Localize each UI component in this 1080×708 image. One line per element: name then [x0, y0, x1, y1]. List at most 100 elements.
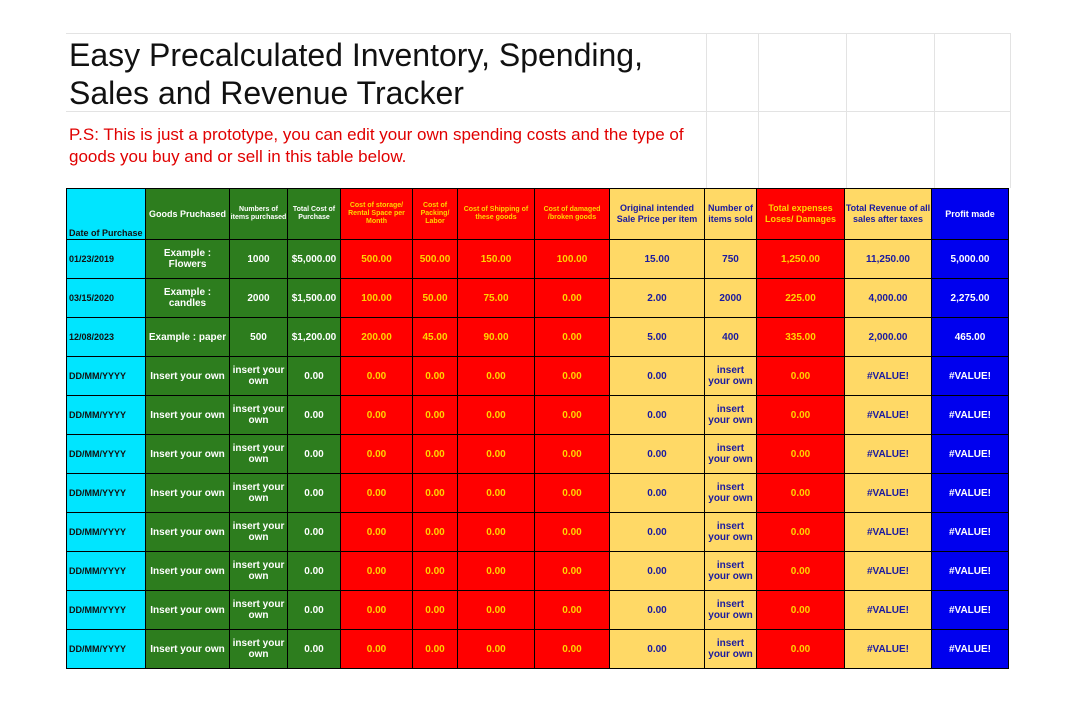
cell-total-expenses[interactable]: 0.00: [756, 473, 845, 513]
cell-total-expenses[interactable]: 1,250.00: [756, 239, 845, 279]
cell-shipping-cost[interactable]: 0.00: [457, 434, 535, 474]
cell-storage-cost[interactable]: 0.00: [340, 473, 413, 513]
cell-items-purchased[interactable]: insert your own: [229, 629, 288, 669]
cell-storage-cost[interactable]: 0.00: [340, 512, 413, 552]
cell-profit-made[interactable]: #VALUE!: [931, 590, 1009, 630]
cell-damaged-cost[interactable]: 0.00: [534, 278, 610, 318]
cell-profit-made[interactable]: 2,275.00: [931, 278, 1009, 318]
cell-items-sold[interactable]: insert your own: [704, 434, 757, 474]
cell-total-expenses[interactable]: 0.00: [756, 512, 845, 552]
cell-packing-cost[interactable]: 0.00: [412, 629, 458, 669]
cell-sale-price[interactable]: 0.00: [609, 590, 705, 630]
cell-damaged-cost[interactable]: 0.00: [534, 473, 610, 513]
cell-damaged-cost[interactable]: 0.00: [534, 356, 610, 396]
cell-date-of-purchase[interactable]: DD/MM/YYYY: [66, 473, 146, 513]
cell-items-sold[interactable]: insert your own: [704, 629, 757, 669]
cell-date-of-purchase[interactable]: DD/MM/YYYY: [66, 512, 146, 552]
cell-shipping-cost[interactable]: 0.00: [457, 356, 535, 396]
cell-items-sold[interactable]: insert your own: [704, 551, 757, 591]
cell-profit-made[interactable]: #VALUE!: [931, 356, 1009, 396]
cell-packing-cost[interactable]: 0.00: [412, 356, 458, 396]
cell-items-purchased[interactable]: insert your own: [229, 551, 288, 591]
cell-items-purchased[interactable]: 500: [229, 317, 288, 357]
cell-total-expenses[interactable]: 0.00: [756, 551, 845, 591]
cell-total-cost[interactable]: 0.00: [287, 395, 341, 435]
cell-shipping-cost[interactable]: 0.00: [457, 590, 535, 630]
cell-goods-purchased[interactable]: Example : paper: [145, 317, 230, 357]
cell-items-sold[interactable]: insert your own: [704, 395, 757, 435]
cell-goods-purchased[interactable]: Example : Flowers: [145, 239, 230, 279]
cell-profit-made[interactable]: #VALUE!: [931, 395, 1009, 435]
cell-profit-made[interactable]: #VALUE!: [931, 434, 1009, 474]
cell-total-expenses[interactable]: 225.00: [756, 278, 845, 318]
cell-storage-cost[interactable]: 0.00: [340, 629, 413, 669]
cell-items-sold[interactable]: 2000: [704, 278, 757, 318]
cell-total-cost[interactable]: 0.00: [287, 473, 341, 513]
cell-date-of-purchase[interactable]: 12/08/2023: [66, 317, 146, 357]
cell-damaged-cost[interactable]: 0.00: [534, 434, 610, 474]
cell-damaged-cost[interactable]: 0.00: [534, 317, 610, 357]
cell-storage-cost[interactable]: 0.00: [340, 395, 413, 435]
cell-goods-purchased[interactable]: Insert your own: [145, 473, 230, 513]
cell-items-purchased[interactable]: insert your own: [229, 356, 288, 396]
cell-total-cost[interactable]: 0.00: [287, 512, 341, 552]
cell-shipping-cost[interactable]: 0.00: [457, 473, 535, 513]
cell-total-revenue[interactable]: 11,250.00: [844, 239, 932, 279]
cell-total-cost[interactable]: $1,500.00: [287, 278, 341, 318]
cell-sale-price[interactable]: 0.00: [609, 434, 705, 474]
cell-profit-made[interactable]: #VALUE!: [931, 512, 1009, 552]
cell-total-revenue[interactable]: 4,000.00: [844, 278, 932, 318]
cell-total-expenses[interactable]: 0.00: [756, 434, 845, 474]
cell-date-of-purchase[interactable]: DD/MM/YYYY: [66, 590, 146, 630]
cell-items-purchased[interactable]: 2000: [229, 278, 288, 318]
cell-total-revenue[interactable]: #VALUE!: [844, 395, 932, 435]
cell-date-of-purchase[interactable]: DD/MM/YYYY: [66, 629, 146, 669]
cell-sale-price[interactable]: 2.00: [609, 278, 705, 318]
cell-total-revenue[interactable]: #VALUE!: [844, 473, 932, 513]
cell-total-revenue[interactable]: #VALUE!: [844, 590, 932, 630]
cell-goods-purchased[interactable]: Insert your own: [145, 356, 230, 396]
cell-storage-cost[interactable]: 500.00: [340, 239, 413, 279]
cell-storage-cost[interactable]: 0.00: [340, 551, 413, 591]
cell-goods-purchased[interactable]: Insert your own: [145, 590, 230, 630]
cell-damaged-cost[interactable]: 0.00: [534, 629, 610, 669]
cell-damaged-cost[interactable]: 0.00: [534, 512, 610, 552]
cell-total-revenue[interactable]: 2,000.00: [844, 317, 932, 357]
cell-storage-cost[interactable]: 0.00: [340, 434, 413, 474]
cell-date-of-purchase[interactable]: DD/MM/YYYY: [66, 551, 146, 591]
cell-damaged-cost[interactable]: 0.00: [534, 551, 610, 591]
cell-goods-purchased[interactable]: Insert your own: [145, 551, 230, 591]
cell-shipping-cost[interactable]: 0.00: [457, 629, 535, 669]
cell-shipping-cost[interactable]: 0.00: [457, 512, 535, 552]
cell-total-revenue[interactable]: #VALUE!: [844, 629, 932, 669]
cell-items-sold[interactable]: insert your own: [704, 590, 757, 630]
cell-goods-purchased[interactable]: Insert your own: [145, 629, 230, 669]
cell-profit-made[interactable]: 465.00: [931, 317, 1009, 357]
cell-total-expenses[interactable]: 0.00: [756, 356, 845, 396]
cell-profit-made[interactable]: #VALUE!: [931, 551, 1009, 591]
cell-total-cost[interactable]: 0.00: [287, 590, 341, 630]
cell-total-cost[interactable]: 0.00: [287, 551, 341, 591]
cell-goods-purchased[interactable]: Insert your own: [145, 434, 230, 474]
cell-items-purchased[interactable]: insert your own: [229, 512, 288, 552]
cell-sale-price[interactable]: 0.00: [609, 551, 705, 591]
cell-total-cost[interactable]: 0.00: [287, 629, 341, 669]
cell-sale-price[interactable]: 0.00: [609, 473, 705, 513]
cell-items-purchased[interactable]: insert your own: [229, 473, 288, 513]
cell-sale-price[interactable]: 5.00: [609, 317, 705, 357]
cell-storage-cost[interactable]: 100.00: [340, 278, 413, 318]
cell-items-sold[interactable]: insert your own: [704, 356, 757, 396]
cell-packing-cost[interactable]: 0.00: [412, 551, 458, 591]
cell-sale-price[interactable]: 0.00: [609, 512, 705, 552]
cell-packing-cost[interactable]: 50.00: [412, 278, 458, 318]
cell-date-of-purchase[interactable]: 03/15/2020: [66, 278, 146, 318]
cell-packing-cost[interactable]: 0.00: [412, 512, 458, 552]
cell-date-of-purchase[interactable]: DD/MM/YYYY: [66, 356, 146, 396]
cell-profit-made[interactable]: #VALUE!: [931, 629, 1009, 669]
cell-goods-purchased[interactable]: Example : candles: [145, 278, 230, 318]
cell-total-expenses[interactable]: 0.00: [756, 590, 845, 630]
cell-total-cost[interactable]: $1,200.00: [287, 317, 341, 357]
cell-shipping-cost[interactable]: 0.00: [457, 551, 535, 591]
cell-packing-cost[interactable]: 0.00: [412, 434, 458, 474]
cell-storage-cost[interactable]: 200.00: [340, 317, 413, 357]
